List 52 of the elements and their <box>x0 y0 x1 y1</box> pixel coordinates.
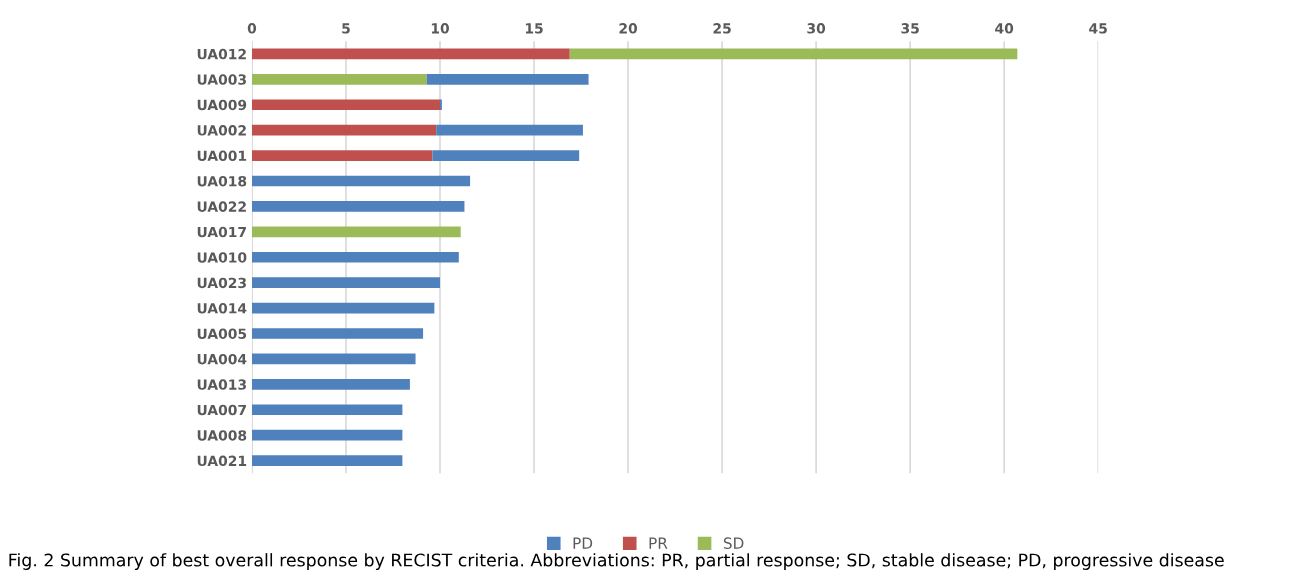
y-tick-label: UA021 <box>197 455 247 467</box>
y-tick-label: UA014 <box>197 303 247 314</box>
bar <box>251 277 440 289</box>
x-tick-label: 20 <box>619 23 638 34</box>
bar <box>251 150 433 161</box>
bar <box>251 99 440 111</box>
bar <box>251 379 410 390</box>
caption: Fig. 2 Summary of best overall response by RECIST criteria. Abbreviations: PR, partial response; SD, stable disease; PD, progressive disease <box>9 553 1224 570</box>
y-tick-label: UA001 <box>197 150 247 162</box>
y-tick-label: UA017 <box>197 226 246 238</box>
bar <box>426 73 589 85</box>
x-tick-label: 5 <box>342 23 350 34</box>
bar <box>251 455 403 466</box>
y-tick-label: UA018 <box>197 175 247 187</box>
x-tick-label: 40 <box>995 23 1014 34</box>
legend-label: SD <box>723 537 744 549</box>
y-tick-label: UA004 <box>197 353 247 365</box>
x-tick-label: 45 <box>1089 23 1107 34</box>
bar <box>251 226 461 238</box>
x-tick-label: 35 <box>901 23 919 34</box>
bar <box>251 175 471 187</box>
y-tick-label: UA010 <box>197 252 247 263</box>
bar <box>251 48 570 60</box>
y-tick-label: UA012 <box>197 48 246 60</box>
x-tick-label: 15 <box>525 23 543 34</box>
bar <box>251 328 424 339</box>
y-tick-label: UA022 <box>197 201 246 212</box>
x-tick-label: 25 <box>713 23 731 34</box>
bar <box>251 124 437 136</box>
y-tick-label: UA013 <box>197 379 246 390</box>
legend-label: PR <box>649 537 668 549</box>
bar <box>251 353 416 365</box>
bar <box>251 73 427 85</box>
y-tick-label: UA005 <box>197 328 247 339</box>
y-tick-label: UA003 <box>197 74 246 85</box>
y-tick-label: UA002 <box>197 125 246 136</box>
x-tick-label: 10 <box>431 23 449 34</box>
y-tick-label: UA007 <box>197 404 246 416</box>
bar <box>432 150 580 161</box>
bar <box>436 124 583 136</box>
x-tick-label: 0 <box>247 23 257 34</box>
y-tick-label: UA023 <box>197 277 246 289</box>
y-tick-label: UA009 <box>197 99 247 111</box>
bar <box>251 429 403 441</box>
x-tick-label: 30 <box>807 23 826 34</box>
bar <box>251 251 459 263</box>
legend-label: PD <box>573 537 593 549</box>
bar <box>251 201 465 212</box>
y-tick-label: UA008 <box>197 430 247 441</box>
bar <box>251 302 435 314</box>
bar <box>251 404 403 416</box>
bar <box>569 48 1018 60</box>
